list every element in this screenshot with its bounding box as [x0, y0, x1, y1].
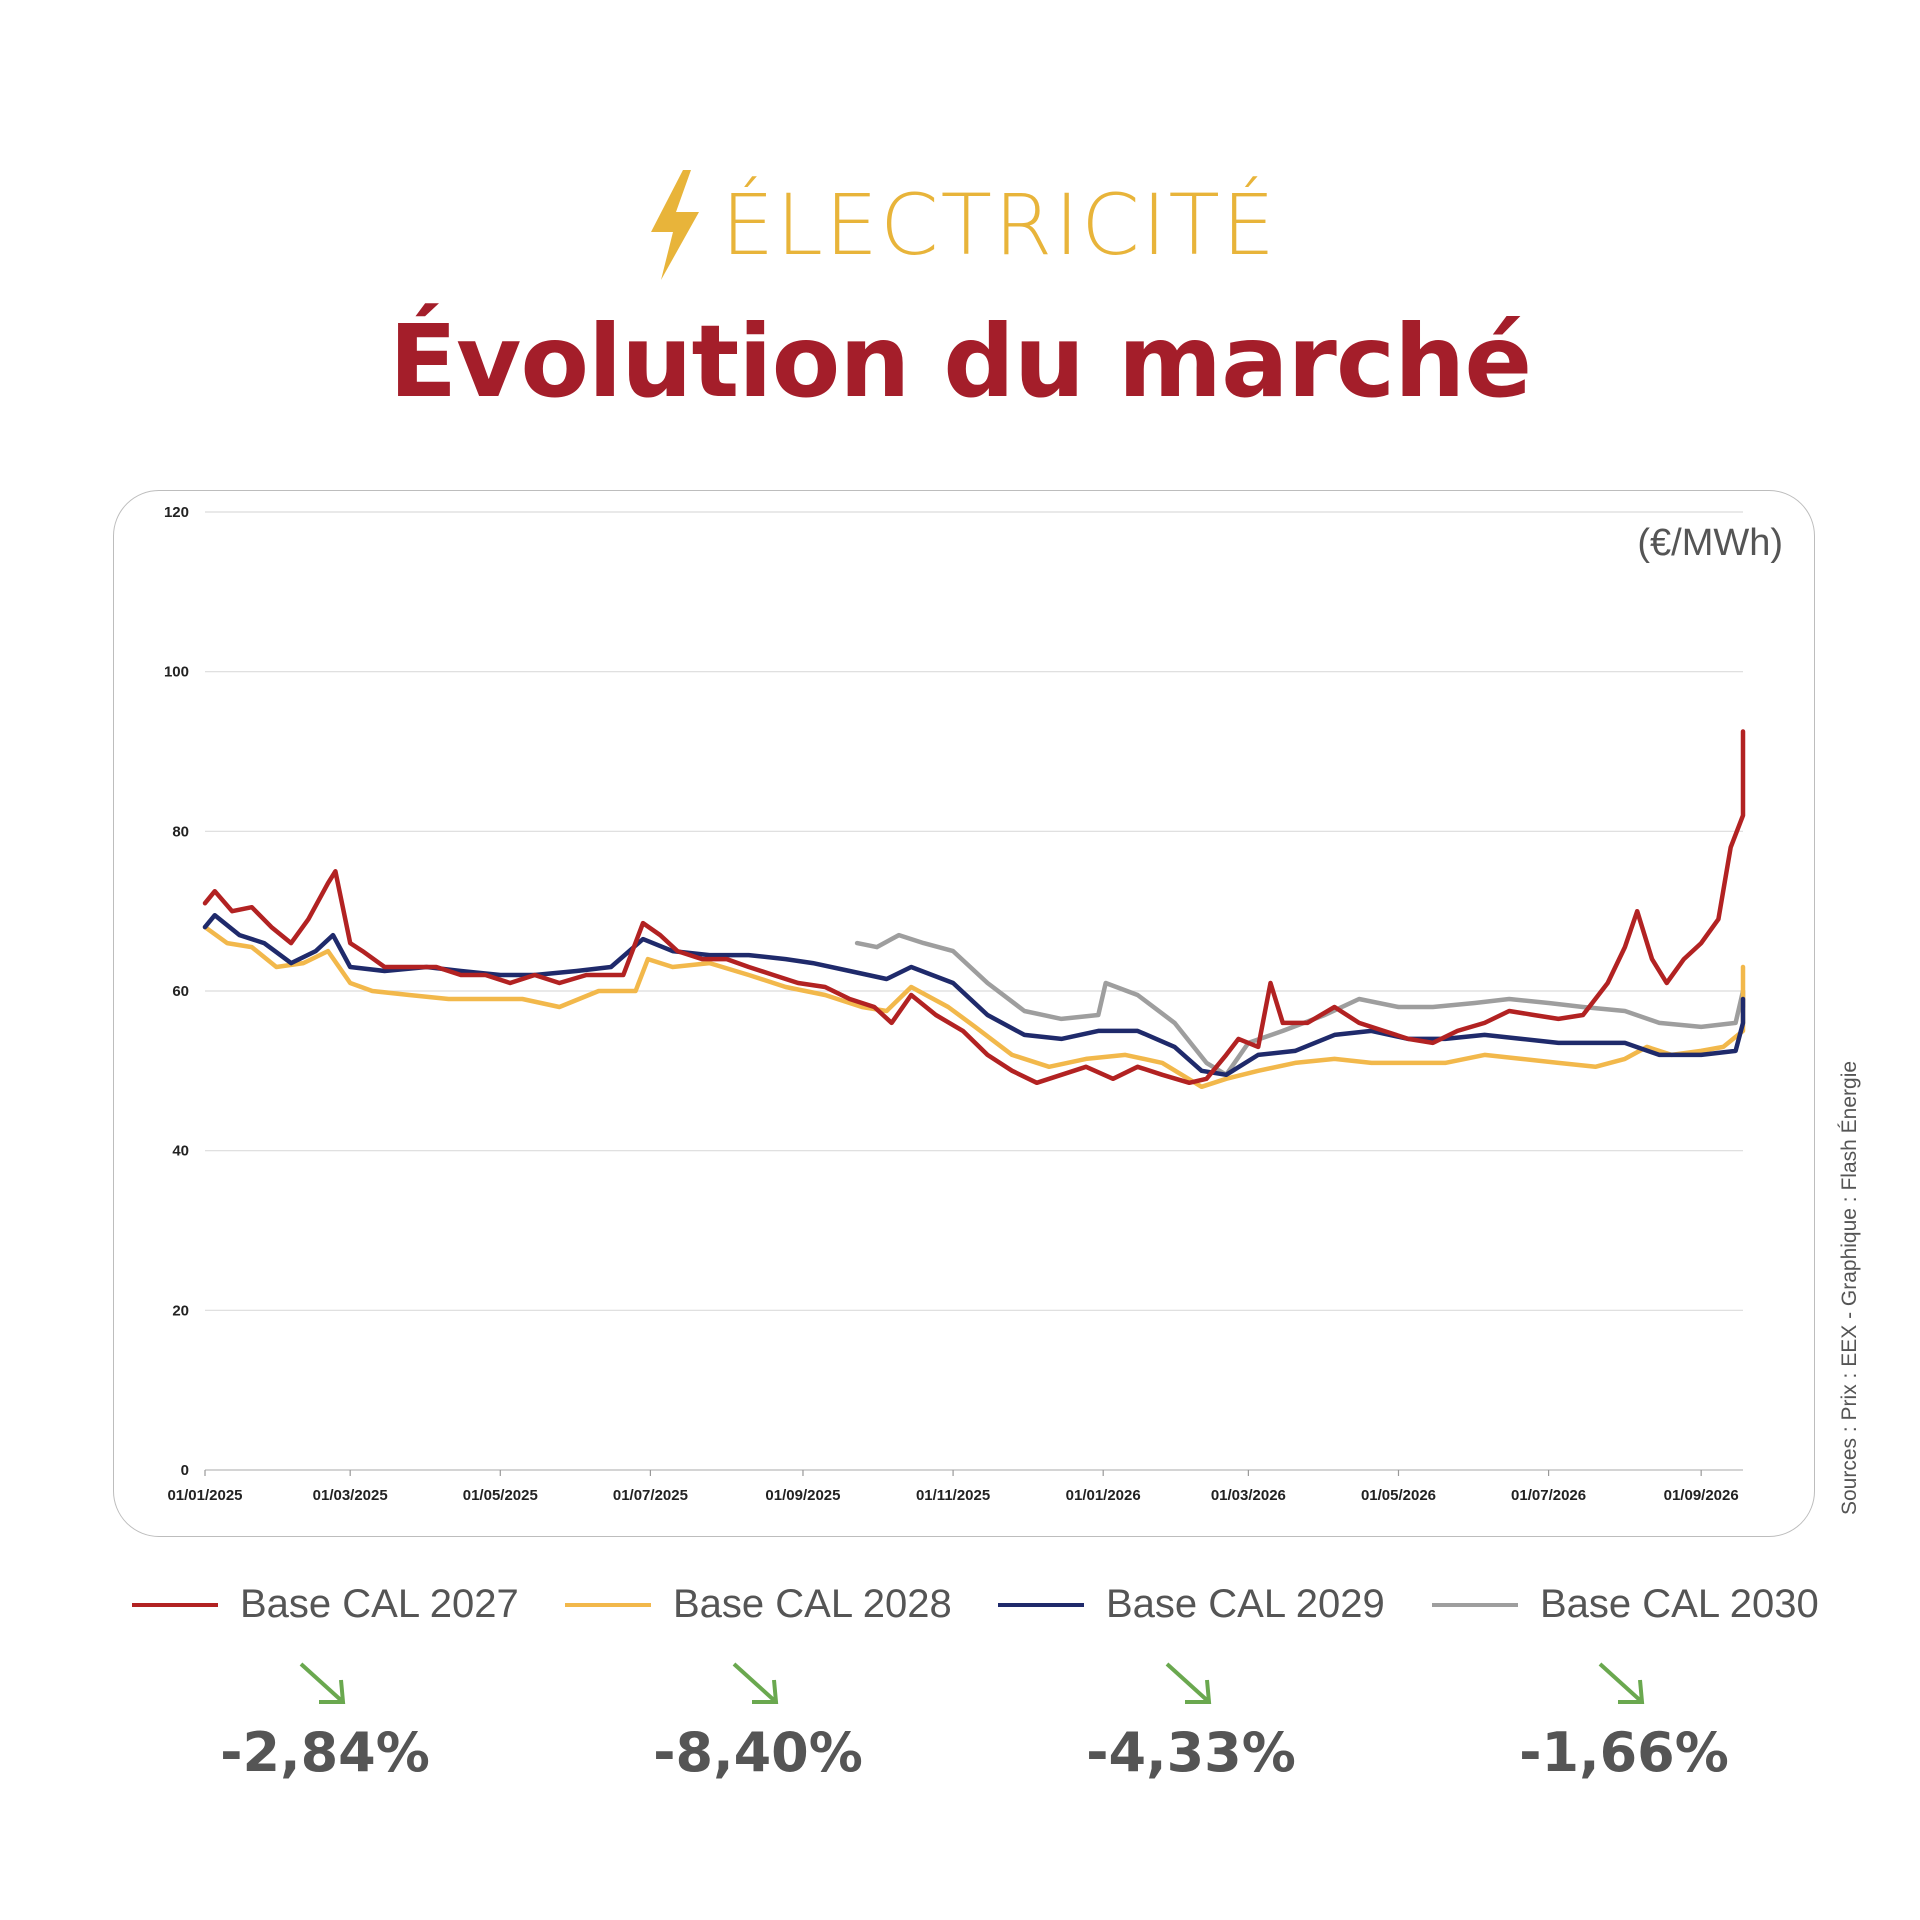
legend: Base CAL 2027 Base CAL 2028 Base CAL 202…: [0, 1582, 1920, 1642]
change-2030: -1,66%: [1474, 1658, 1774, 1784]
change-value: -2,84%: [220, 1721, 430, 1784]
arrow-down-right-icon: [732, 1662, 779, 1704]
change-value: -8,40%: [653, 1721, 863, 1784]
y-tick-label: 120: [164, 504, 189, 521]
legend-swatch: [565, 1602, 651, 1607]
change-value: -4,33%: [1086, 1721, 1296, 1784]
source-note: Sources : Prix : EEX - Graphique : Flash…: [1838, 1060, 1861, 1515]
x-tick-label: 01/07/2026: [1511, 1487, 1586, 1504]
x-tick-label: 01/09/2026: [1664, 1487, 1739, 1504]
kicker-label: ÉLECTRICITÉ: [721, 176, 1277, 274]
x-tick-label: 01/07/2025: [613, 1487, 688, 1504]
x-tick-label: 01/11/2025: [916, 1487, 990, 1504]
arrow-down-right-icon: [1165, 1662, 1212, 1704]
kicker: ÉLECTRICITÉ: [643, 170, 1277, 280]
x-tick-label: 01/01/2025: [167, 1487, 242, 1504]
legend-item-2027: Base CAL 2027: [132, 1582, 519, 1627]
legend-label: Base CAL 2027: [240, 1582, 519, 1626]
legend-item-2028: Base CAL 2028: [565, 1582, 952, 1627]
y-tick-label: 60: [172, 983, 189, 1000]
x-tick-label: 01/03/2026: [1211, 1487, 1286, 1504]
legend-swatch: [132, 1602, 218, 1607]
change-2028: -8,40%: [608, 1658, 908, 1784]
change-2027: -2,84%: [175, 1658, 475, 1784]
x-tick-label: 01/05/2026: [1361, 1487, 1436, 1504]
legend-swatch: [998, 1602, 1084, 1607]
change-value: -1,66%: [1519, 1721, 1729, 1784]
y-tick-label: 80: [172, 823, 189, 840]
legend-label: Base CAL 2028: [673, 1582, 952, 1626]
y-tick-label: 40: [172, 1143, 189, 1160]
change-2029: -4,33%: [1041, 1658, 1341, 1784]
header: ÉLECTRICITÉ Évolution du marché: [0, 170, 1920, 420]
series-line-base-cal-2027: [202, 729, 1746, 1086]
y-tick-label: 100: [164, 664, 189, 681]
x-tick-label: 01/01/2026: [1066, 1487, 1141, 1504]
legend-item-2029: Base CAL 2029: [998, 1582, 1385, 1627]
x-tick-label: 01/09/2025: [765, 1487, 840, 1504]
legend-swatch: [1432, 1602, 1518, 1607]
x-tick-label: 01/05/2025: [463, 1487, 538, 1504]
legend-item-2030: Base CAL 2030: [1432, 1582, 1819, 1627]
arrow-down-right-icon: [1598, 1662, 1645, 1704]
series-line-base-cal-2029: [202, 912, 1746, 1078]
legend-label: Base CAL 2030: [1540, 1582, 1819, 1626]
arrow-down-right-icon: [299, 1662, 346, 1704]
y-tick-label: 0: [181, 1462, 189, 1479]
lightning-bolt-icon: [651, 170, 700, 280]
series-line-base-cal-2028: [202, 924, 1746, 1090]
page-title: Évolution du marché: [388, 303, 1532, 420]
x-tick-label: 01/03/2025: [313, 1487, 388, 1504]
series-line-base-cal-2030: [854, 932, 1746, 1078]
y-tick-label: 20: [172, 1302, 189, 1319]
line-chart: 0 20 40 60 80 100 120 01/01/2025 01/03/2025 01/05…: [164, 504, 1746, 1504]
unit-label: (€/MWh): [1637, 522, 1783, 564]
legend-label: Base CAL 2029: [1106, 1582, 1385, 1626]
